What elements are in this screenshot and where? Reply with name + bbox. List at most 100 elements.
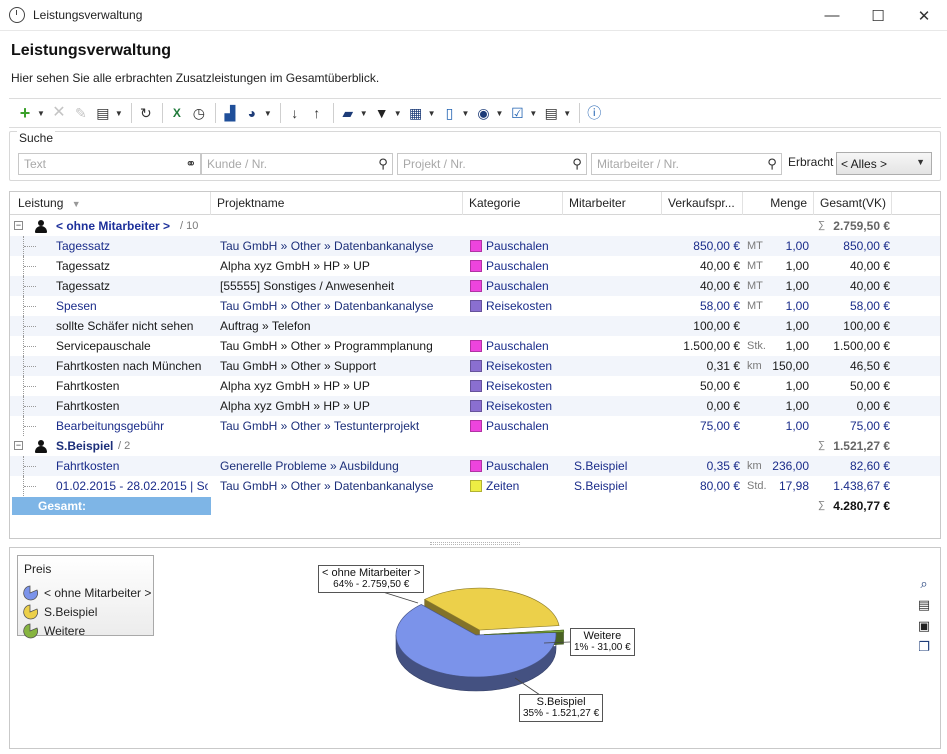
collapse-toggle-icon[interactable]: −	[14, 220, 23, 230]
group-name: < ohne Mitarbeiter >	[56, 219, 171, 233]
table-row[interactable]: Tagessatz Alpha xyz GmbH » HP » UP Pauscha…	[10, 256, 940, 276]
zoom-icon[interactable]: ⌕	[920, 576, 928, 591]
table-row[interactable]: Bearbeitungsgebühr Tau GmbH » Other » Tes…	[10, 416, 940, 436]
table-row[interactable]: Servicepauschale Tau GmbH » Other » Progr…	[10, 336, 940, 356]
calculator-button[interactable]: ▯ ▼	[440, 102, 472, 124]
splitter-handle[interactable]	[430, 542, 520, 545]
collapse-toggle-icon[interactable]: −	[14, 440, 23, 450]
tree-connector	[24, 266, 36, 267]
search-icon[interactable]: ⚲	[378, 156, 388, 171]
column-header-mitarbeiter[interactable]: Mitarbeiter	[563, 192, 662, 215]
column-header-kategorie[interactable]: Kategorie	[463, 192, 563, 215]
cell-mitarbeiter	[574, 396, 662, 416]
table-row[interactable]: Fahrtkosten Alpha xyz GmbH » HP » UP Reise…	[10, 376, 940, 396]
callout-s-beispiel: S.Beispiel 35% - 1.521,27 €	[519, 694, 604, 722]
chart-button[interactable]: ◕ ▼	[242, 102, 274, 124]
chevron-down-icon[interactable]: ▼	[37, 108, 45, 118]
table-row[interactable]: Spesen Tau GmbH » Other » Datenbankanalys…	[10, 296, 940, 316]
edit-button[interactable]: ✎	[71, 102, 91, 124]
close-button[interactable]: ✕	[917, 7, 931, 25]
add-button[interactable]: + ▼	[15, 102, 47, 124]
minimize-button[interactable]: —	[824, 7, 840, 24]
column-header-verkaufspreis[interactable]: Verkaufspr...	[662, 192, 743, 215]
kunde-search-field[interactable]: ⚲	[201, 153, 393, 175]
table-row[interactable]: Fahrtkosten Alpha xyz GmbH » HP » UP Reise…	[10, 396, 940, 416]
table-row[interactable]: Fahrtkosten Generelle Probleme » Ausbildu…	[10, 456, 940, 476]
help-button[interactable]: ⓘ	[584, 102, 604, 124]
table-row[interactable]: 01.02.2015 - 28.02.2015 | So... Tau GmbH …	[10, 476, 940, 496]
table-row[interactable]: Fahrtkosten nach München Tau GmbH » Other…	[10, 356, 940, 376]
cell-menge: 236,00	[772, 459, 809, 473]
pie-slice[interactable]	[483, 629, 565, 635]
sort-ascending-button[interactable]: ↓	[285, 102, 305, 124]
group-row[interactable]: − < ohne Mitarbeiter > / 10 ∑ 2.759,50 €	[10, 216, 940, 236]
group-count: / 2	[118, 440, 131, 452]
cell-unit: Std.	[747, 480, 767, 492]
refresh-button[interactable]: ↻	[136, 102, 156, 124]
text-search-input[interactable]	[19, 155, 182, 173]
delete-button[interactable]: ✕	[49, 102, 69, 124]
cell-mitarbeiter: S.Beispiel	[574, 459, 628, 473]
table-button[interactable]: ▤ ▼	[541, 102, 573, 124]
binoculars-icon[interactable]: ⚭	[185, 156, 197, 171]
chevron-down-icon[interactable]: ▼	[393, 108, 402, 118]
chart-panel: Preis < ohne Mitarbeiter > S.Beispiel We…	[9, 547, 941, 749]
table-row[interactable]: sollte Schäfer nicht sehen Auftrag » Tele…	[10, 316, 940, 336]
excel-export-button[interactable]: X	[167, 102, 187, 124]
layout-button[interactable]: ▦ ▼	[406, 102, 438, 124]
chevron-down-icon[interactable]: ▼	[461, 108, 470, 118]
pie-slice[interactable]	[423, 587, 560, 631]
projekt-search-field[interactable]: ⚲	[397, 153, 587, 175]
chevron-down-icon[interactable]: ▼	[427, 108, 436, 118]
category-color-swatch	[470, 420, 482, 432]
folder-button[interactable]: ▰ ▼	[338, 102, 370, 124]
cell-mitarbeiter	[574, 236, 662, 256]
print-button[interactable]: ▤ ▼	[93, 102, 125, 124]
maximize-button[interactable]: ☐	[871, 7, 885, 25]
cell-unit: MT	[747, 300, 763, 312]
tree-connector	[23, 356, 24, 376]
projekt-search-input[interactable]	[398, 155, 568, 173]
chevron-down-icon[interactable]: ▼	[114, 108, 123, 118]
copy-icon[interactable]: ❐	[918, 639, 930, 654]
mitarbeiter-search-input[interactable]	[592, 155, 763, 173]
column-header-gesamt[interactable]: Gesamt(VK)	[814, 192, 892, 215]
kunde-search-input[interactable]	[202, 155, 374, 173]
chevron-down-icon[interactable]: ▼	[359, 108, 368, 118]
chevron-down-icon[interactable]: ▼	[495, 108, 504, 118]
user-icon	[34, 440, 48, 453]
mitarbeiter-search-field[interactable]: ⚲	[591, 153, 782, 175]
search-icon[interactable]: ⚲	[572, 156, 582, 171]
chevron-down-icon[interactable]: ▼	[263, 108, 272, 118]
chevron-down-icon[interactable]: ▼	[916, 157, 925, 167]
chevron-down-icon[interactable]: ▼	[529, 108, 538, 118]
cell-menge: 17,98	[778, 479, 809, 493]
category-color-swatch	[470, 240, 482, 252]
table-row[interactable]: Tagessatz [55555] Sonstiges / Anwesenheit…	[10, 276, 940, 296]
column-header-menge[interactable]: Menge	[743, 192, 814, 215]
text-search-field[interactable]: ⚭	[18, 153, 201, 175]
tree-connector	[24, 366, 36, 367]
table-row[interactable]: Tagessatz Tau GmbH » Other » Datenbankana…	[10, 236, 940, 256]
pie-slice[interactable]	[395, 603, 557, 678]
category-color-swatch	[470, 340, 482, 352]
column-header-leistung[interactable]: Leistung ▼	[10, 192, 211, 215]
callout-weitere: Weitere 1% - 31,00 €	[570, 628, 635, 656]
checklist-button[interactable]: ☑ ▼	[507, 102, 539, 124]
cell-gesamt: 58,00 €	[849, 299, 890, 313]
filter-button[interactable]: ▼ ▼	[372, 102, 404, 124]
time-button[interactable]: ◷	[189, 102, 209, 124]
sort-indicator-icon: ▼	[71, 199, 81, 209]
save-icon[interactable]: ▣	[917, 618, 931, 633]
chevron-down-icon[interactable]: ▼	[563, 108, 572, 118]
cell-menge: 1,00	[785, 419, 809, 433]
view-button[interactable]: ◉ ▼	[473, 102, 505, 124]
sort-descending-button[interactable]: ↑	[307, 102, 327, 124]
print-icon[interactable]: ▤	[917, 597, 931, 612]
erbracht-select[interactable]: < Alles > ▼	[836, 152, 932, 175]
group-row[interactable]: − S.Beispiel / 2 ∑ 1.521,27 €	[10, 436, 940, 456]
column-header-projektname[interactable]: Projektname	[211, 192, 463, 215]
cell-mitarbeiter: S.Beispiel	[574, 479, 628, 493]
stack-button[interactable]: ▟	[220, 102, 240, 124]
search-icon[interactable]: ⚲	[767, 156, 777, 171]
